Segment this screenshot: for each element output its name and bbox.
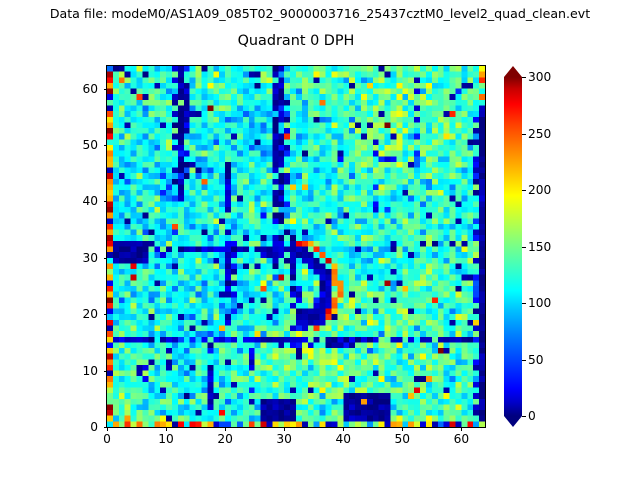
x-tick-mark [166,427,168,431]
colorbar-tick-label: 0 [528,409,536,423]
y-tick-mark [103,201,107,203]
colorbar [504,66,522,427]
colorbar-tick-mark [522,359,526,361]
x-tick-mark [225,427,227,431]
y-tick-label: 50 [82,137,98,152]
colorbar-tick-label: 50 [528,352,544,367]
colorbar-gradient [504,66,522,427]
x-tick-mark [343,427,345,431]
colorbar-over-arrow-icon [504,66,522,77]
y-tick-label: 40 [82,194,98,209]
colorbar-tick-mark [522,77,526,78]
colorbar-tick-label: 100 [528,296,552,310]
x-tick-mark [284,427,286,431]
axes-spine-left [106,65,107,428]
y-tick-mark [103,88,107,90]
x-tick-label: 10 [158,432,174,446]
y-tick-mark [103,257,107,259]
colorbar-tick-label: 300 [528,70,552,84]
y-tick-mark [103,144,107,146]
colorbar-tick-mark [522,133,526,135]
x-tick-label: 50 [394,432,411,446]
colorbar-tick-mark [522,416,526,417]
dph-heatmap-axes [107,66,485,427]
y-tick-mark [103,314,107,316]
x-tick-mark [107,427,108,431]
colorbar-tick-mark [522,303,526,304]
dph-heatmap-image [107,66,485,427]
axes-spine-top [106,65,486,66]
y-tick-mark [103,427,107,428]
x-tick-label: 40 [335,432,351,446]
colorbar-jet-ramp [504,77,522,416]
y-tick-label: 10 [82,363,98,378]
x-tick-mark [402,427,404,431]
y-tick-label: 20 [82,307,98,322]
axes-spine-bottom [106,427,486,428]
chart-title: Quadrant 0 DPH [237,33,355,49]
colorbar-tick-label: 200 [528,183,552,197]
x-tick-label: 30 [276,432,292,446]
colorbar-tick-mark [522,246,526,248]
colorbar-tick-mark [522,190,526,191]
data-file-label: Data file: modeM0/AS1A09_085T02_90000037… [49,6,591,21]
x-tick-mark [461,427,463,431]
x-tick-label: 0 [103,432,111,446]
colorbar-under-arrow-icon [504,416,522,427]
y-tick-label: 30 [82,250,98,265]
x-tick-label: 20 [217,432,233,446]
y-tick-mark [103,370,107,372]
y-tick-label: 60 [82,81,98,96]
colorbar-tick-label: 150 [528,239,552,254]
colorbar-tick-label: 250 [528,126,552,141]
y-tick-label: 0 [90,420,98,434]
x-tick-label: 60 [453,432,470,446]
axes-spine-right [485,65,486,428]
